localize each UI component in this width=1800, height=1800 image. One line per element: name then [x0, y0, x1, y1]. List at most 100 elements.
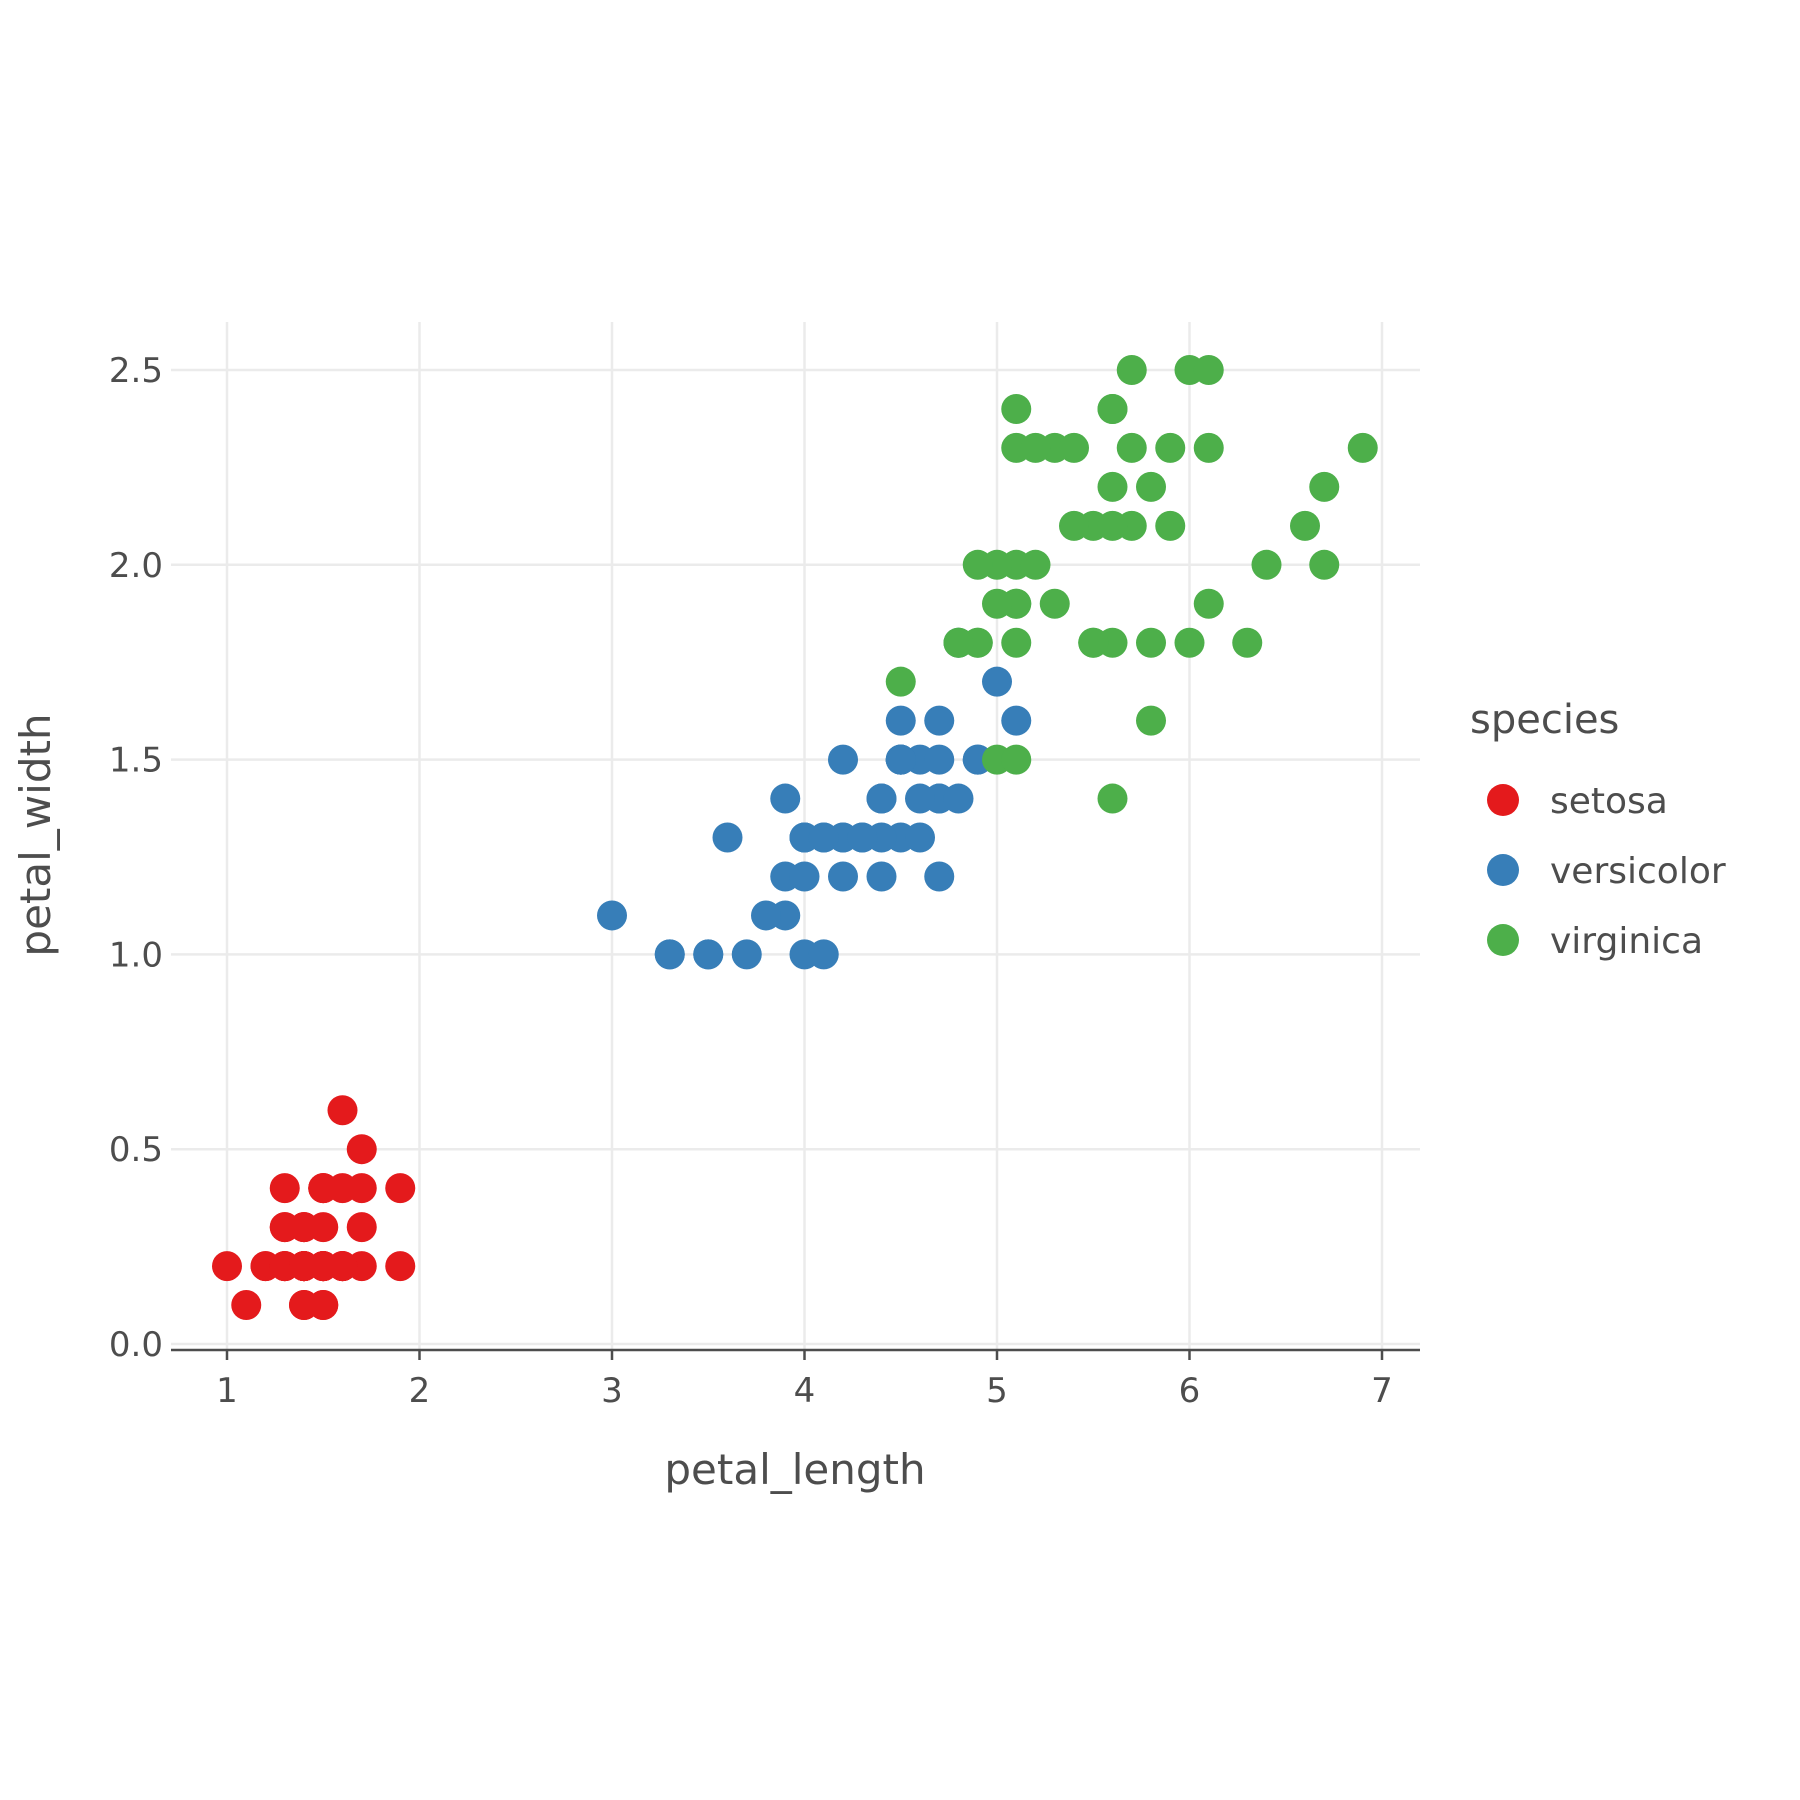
point-virginica	[1232, 627, 1263, 658]
point-versicolor	[808, 822, 839, 853]
x-tick-label: 6	[1179, 1371, 1201, 1411]
point-versicolor	[866, 861, 897, 892]
legend-swatch	[1487, 784, 1519, 816]
point-setosa	[346, 1134, 377, 1165]
y-tick-label: 2.5	[109, 351, 163, 391]
legend-items: setosa versicolor virginica	[1487, 781, 1726, 962]
point-versicolor	[731, 939, 762, 970]
point-setosa	[308, 1173, 339, 1204]
point-virginica	[1251, 549, 1282, 580]
point-virginica	[1193, 355, 1224, 385]
point-virginica	[982, 588, 1012, 619]
legend: species setosa versicolor virginica	[1470, 697, 1726, 962]
point-virginica	[1136, 471, 1166, 502]
point-versicolor	[751, 900, 781, 931]
point-setosa	[327, 1095, 358, 1126]
point-setosa	[385, 1251, 416, 1282]
point-setosa	[289, 1251, 319, 1282]
point-virginica	[1174, 627, 1205, 658]
point-virginica	[1290, 510, 1320, 541]
point-virginica	[1136, 705, 1166, 736]
point-setosa	[289, 1290, 319, 1321]
point-virginica	[1097, 393, 1128, 424]
series-virginica	[885, 355, 1378, 814]
point-versicolor	[866, 783, 897, 814]
point-virginica	[1039, 588, 1070, 619]
x-tick-label: 4	[794, 1371, 816, 1411]
point-virginica	[1136, 627, 1166, 658]
x-tick-label: 3	[601, 1371, 623, 1411]
point-virginica	[943, 627, 974, 658]
point-versicolor	[808, 939, 839, 970]
point-versicolor	[847, 822, 878, 853]
point-virginica	[1309, 549, 1340, 580]
point-virginica	[1097, 783, 1128, 814]
point-virginica	[1097, 510, 1128, 541]
y-tick-label: 1.0	[109, 935, 163, 975]
point-setosa	[289, 1212, 319, 1243]
point-virginica	[1155, 510, 1186, 541]
point-versicolor	[654, 939, 685, 970]
point-versicolor	[924, 744, 955, 775]
point-virginica	[885, 666, 916, 697]
legend-label: virginica	[1550, 921, 1703, 962]
x-tick-label: 5	[986, 1371, 1008, 1411]
y-tick-label: 1.5	[109, 741, 163, 781]
series-versicolor	[597, 627, 1032, 970]
legend-label: versicolor	[1550, 851, 1726, 892]
x-tick-label: 7	[1371, 1371, 1393, 1411]
point-virginica	[1001, 744, 1032, 775]
point-versicolor	[924, 705, 955, 736]
point-versicolor	[828, 744, 858, 775]
point-versicolor	[905, 783, 935, 814]
point-versicolor	[982, 666, 1012, 697]
legend-label: setosa	[1550, 781, 1668, 822]
legend-title: species	[1470, 697, 1619, 743]
point-versicolor	[770, 783, 801, 814]
y-tick-label: 0.5	[109, 1130, 163, 1170]
point-setosa	[231, 1290, 262, 1321]
data-points	[212, 355, 1378, 1321]
point-versicolor	[885, 705, 916, 736]
point-virginica	[1347, 432, 1378, 463]
point-setosa	[385, 1173, 416, 1204]
y-axis-title: petal_width	[11, 713, 60, 956]
point-virginica	[962, 549, 993, 580]
point-versicolor	[789, 861, 820, 892]
point-versicolor	[597, 900, 627, 931]
point-virginica	[1078, 627, 1109, 658]
legend-item-versicolor: versicolor	[1487, 851, 1726, 892]
point-setosa	[269, 1173, 300, 1204]
legend-swatch	[1487, 854, 1519, 886]
point-virginica	[1059, 510, 1089, 541]
y-tick-label: 2.0	[109, 546, 163, 586]
point-virginica	[1309, 471, 1340, 502]
legend-item-setosa: setosa	[1487, 781, 1668, 822]
point-virginica	[1001, 627, 1032, 658]
point-virginica	[1193, 432, 1224, 463]
point-versicolor	[828, 861, 858, 892]
point-versicolor	[712, 822, 743, 853]
point-virginica	[1155, 432, 1186, 463]
point-virginica	[1020, 432, 1051, 463]
x-axis-title: petal_length	[664, 1445, 925, 1494]
y-tick-label: 0.0	[109, 1325, 163, 1365]
point-versicolor	[924, 861, 955, 892]
point-virginica	[1097, 471, 1128, 502]
legend-item-virginica: virginica	[1487, 921, 1703, 962]
point-virginica	[1001, 393, 1032, 424]
point-versicolor	[905, 822, 935, 853]
point-virginica	[1116, 355, 1147, 385]
point-virginica	[1020, 549, 1051, 580]
point-versicolor	[943, 783, 974, 814]
point-virginica	[1116, 432, 1147, 463]
x-tick-label: 2	[409, 1371, 431, 1411]
point-versicolor	[693, 939, 724, 970]
series-setosa	[212, 1095, 416, 1321]
point-setosa	[212, 1251, 242, 1282]
point-virginica	[1193, 588, 1224, 619]
legend-swatch	[1487, 924, 1519, 956]
point-versicolor	[885, 744, 916, 775]
point-versicolor	[1001, 705, 1032, 736]
